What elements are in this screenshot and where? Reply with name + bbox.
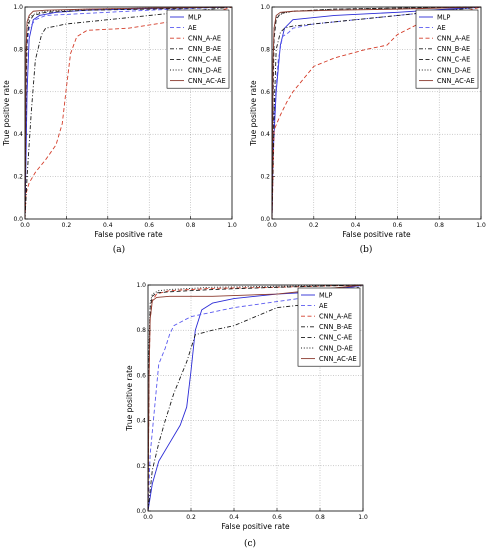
y-tick-label: 1.0 [136, 282, 146, 289]
y-tick-label: 0.6 [136, 372, 146, 379]
x-tick-label: 0.2 [62, 222, 72, 229]
legend-entry: CNN_C-AE [319, 334, 352, 342]
legend-entry: CNN_AC-AE [319, 355, 357, 363]
panel-caption: (a) [113, 244, 125, 255]
legend-box [297, 287, 361, 367]
series-line-cnn-a-ae [24, 6, 233, 220]
series-line-cnn-ac-ae [271, 6, 482, 220]
series-line-cnn-a-ae [271, 6, 482, 220]
y-tick-label: 0.4 [136, 418, 146, 425]
y-tick-label: 0.0 [260, 216, 270, 223]
series-line-mlp [24, 6, 233, 220]
legend-entry: CNN_AC-AE [437, 77, 475, 85]
legend-entry: CNN_D-AE [437, 66, 471, 74]
roc-chart-1: 0.0 0.2 0.4 0.6 0.8 1.0 0.0 0.2 0.4 0.6 0.8 1.0 Fals… [2, 4, 237, 255]
legend: MLP AE CNN_A-AE CNN_B-AE CNN_C-AE CNN_D-AE CNN… [297, 287, 361, 367]
y-tick-label: 0.2 [13, 174, 23, 181]
legend-entry: CNN_B-AE [188, 45, 221, 53]
y-tick-label: 0.0 [136, 508, 146, 515]
series-line-cnn-ac-ae [147, 284, 364, 512]
x-axis-label: False positive rate [221, 522, 290, 531]
legend-entry: AE [437, 24, 446, 32]
x-tick-label: 1.0 [476, 222, 486, 229]
y-tick-label: 0.8 [260, 46, 270, 53]
legend-entry: CNN_B-AE [319, 323, 352, 331]
plot-frame [271, 6, 482, 220]
series-line-cnn-d-ae [24, 6, 233, 220]
y-axis-label: True positive rate [2, 80, 11, 147]
series-line-cnn-a-ae [147, 284, 364, 512]
legend: MLP AE CNN_A-AE CNN_B-AE CNN_C-AE CNN_D-AE CNN… [415, 9, 479, 89]
y-tick-label: 0.6 [260, 89, 270, 96]
x-tick-label: 1.0 [227, 222, 237, 229]
x-tick-label: 0.4 [351, 222, 361, 229]
legend-entry: AE [188, 24, 197, 32]
x-tick-label: 0.4 [229, 514, 239, 521]
roc-chart-3: 0.0 0.2 0.4 0.6 0.8 1.0 0.0 0.2 0.4 0.6 0.8 1.0 Fals… [125, 282, 368, 549]
x-tick-label: 0.8 [434, 222, 444, 229]
y-tick-label: 0.0 [13, 216, 23, 223]
legend-entry: AE [319, 302, 328, 310]
x-tick-label: 0.4 [103, 222, 113, 229]
legend-entry: CNN_C-AE [437, 56, 470, 64]
series-line-mlp [147, 284, 364, 512]
x-tick-label: 0.6 [144, 222, 154, 229]
x-tick-label: 0.6 [393, 222, 403, 229]
plot-frame [24, 6, 233, 220]
legend-entry: MLP [319, 291, 332, 299]
y-axis-label: True positive rate [125, 365, 134, 432]
legend-entry: MLP [188, 13, 201, 21]
legend-entry: CNN_A-AE [437, 35, 470, 43]
x-tick-label: 1.0 [358, 514, 368, 521]
roc-chart-2: 0.0 0.2 0.4 0.6 0.8 1.0 0.0 0.2 0.4 0.6 0.8 1.0 Fals… [249, 4, 486, 255]
x-tick-label: 0.8 [186, 222, 196, 229]
series-line-cnn-b-ae [24, 6, 233, 220]
legend-entry: CNN_A-AE [188, 35, 221, 43]
series-line-cnn-b-ae [147, 284, 364, 512]
y-axis-label: True positive rate [249, 80, 258, 147]
legend-box [166, 9, 230, 89]
x-axis-label: False positive rate [342, 230, 411, 239]
x-tick-label: 0.0 [267, 222, 277, 229]
x-tick-label: 0.8 [315, 514, 325, 521]
y-tick-label: 0.8 [136, 327, 146, 334]
x-tick-label: 0.2 [186, 514, 196, 521]
series-line-cnn-c-ae [24, 6, 233, 220]
panel-caption: (c) [244, 538, 256, 549]
y-tick-label: 0.6 [13, 89, 23, 96]
legend-entry: CNN_D-AE [188, 66, 222, 74]
series-line-cnn-b-ae [271, 6, 482, 220]
legend-entry: CNN_D-AE [319, 344, 353, 352]
series-line-ae [24, 6, 233, 220]
series-line-ae [271, 6, 482, 220]
plot-frame [147, 284, 364, 512]
x-tick-label: 0.2 [309, 222, 319, 229]
legend-entry: CNN_AC-AE [188, 77, 226, 85]
y-tick-label: 0.2 [260, 174, 270, 181]
x-tick-label: 0.0 [143, 514, 153, 521]
x-tick-label: 0.0 [20, 222, 30, 229]
legend-entry: CNN_C-AE [188, 56, 221, 64]
series-line-cnn-ac-ae [24, 6, 233, 220]
legend-entry: MLP [437, 13, 450, 21]
y-tick-label: 0.4 [260, 131, 270, 138]
legend-box [415, 9, 479, 89]
series-line-ae [147, 284, 364, 512]
series-line-cnn-c-ae [147, 284, 364, 512]
panel-caption: (b) [360, 244, 373, 255]
y-tick-label: 0.2 [136, 463, 146, 470]
x-axis-label: False positive rate [94, 230, 163, 239]
y-tick-label: 0.4 [13, 131, 23, 138]
y-tick-label: 1.0 [260, 4, 270, 11]
legend: MLP AE CNN_A-AE CNN_B-AE CNN_C-AE CNN_D-AE CNN… [166, 9, 230, 89]
legend-entry: CNN_A-AE [319, 313, 352, 321]
y-tick-label: 0.8 [13, 46, 23, 53]
y-tick-label: 1.0 [13, 4, 23, 11]
legend-entry: CNN_B-AE [437, 45, 470, 53]
x-tick-label: 0.6 [272, 514, 282, 521]
